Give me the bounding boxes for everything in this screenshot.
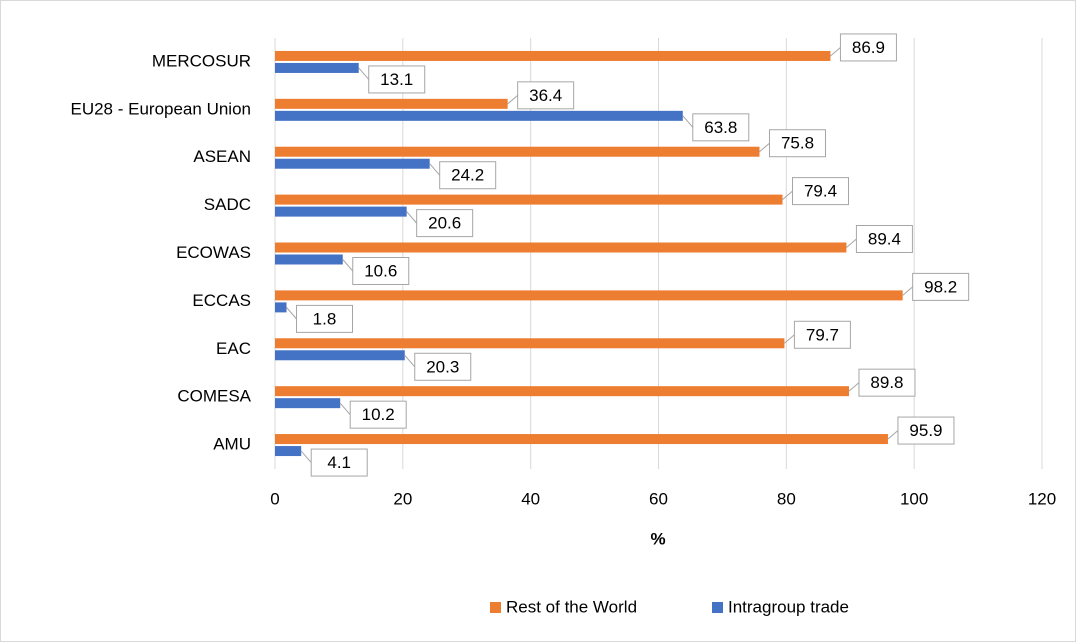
data-label: 13.1 (380, 70, 413, 89)
bar (275, 242, 847, 253)
leader-line (846, 238, 857, 248)
bar (275, 146, 760, 157)
data-label-box (855, 225, 913, 253)
data-label: 86.9 (852, 38, 885, 57)
leader-line (342, 259, 354, 272)
data-label: 89.8 (870, 373, 903, 392)
legend-label: Rest of the World (506, 597, 637, 616)
y-tick-label: SADC (204, 195, 251, 214)
data-label-box (416, 209, 474, 238)
y-tick-label: ECOWAS (176, 243, 251, 262)
bar (275, 98, 508, 109)
x-tick-label: 100 (900, 489, 928, 508)
data-label: 10.2 (362, 405, 395, 424)
bar (275, 62, 359, 73)
data-label: 20.6 (428, 214, 461, 233)
leader-line (429, 163, 441, 176)
data-label: 75.8 (781, 134, 814, 153)
data-label-box (912, 272, 970, 301)
x-tick-label: 120 (1028, 489, 1056, 508)
bar (275, 206, 407, 217)
data-label-box (793, 320, 851, 349)
bar (275, 386, 849, 397)
x-axis-title: % (650, 529, 665, 548)
y-tick-label: MERCOSUR (152, 51, 251, 70)
data-label: 36.4 (529, 86, 562, 105)
bar (275, 194, 783, 205)
bar (275, 158, 430, 169)
legend-swatch (490, 602, 501, 613)
data-label-box (352, 257, 410, 285)
leader-line (848, 382, 860, 392)
leader-line (406, 211, 418, 224)
legend-label: Intragroup trade (728, 597, 849, 616)
bar (275, 110, 683, 121)
legend-swatch (712, 602, 723, 613)
leader-line (300, 450, 312, 463)
data-label: 79.4 (804, 182, 837, 201)
bar (275, 290, 903, 301)
y-tick-label: ECCAS (192, 291, 251, 310)
data-label: 1.8 (313, 309, 337, 328)
x-tick-label: 80 (777, 489, 796, 508)
data-label: 95.9 (909, 421, 942, 440)
leader-line (404, 354, 416, 368)
leader-line (339, 402, 351, 415)
bar (275, 50, 831, 61)
leader-line (759, 142, 770, 153)
data-label: 24.2 (451, 166, 484, 185)
data-label: 89.4 (868, 229, 901, 248)
leader-line (358, 67, 370, 80)
data-label-box (439, 161, 497, 190)
leader-line (902, 286, 913, 296)
y-tick-label: COMESA (177, 387, 251, 406)
x-tick-label: 20 (393, 489, 412, 508)
data-label-box (858, 368, 916, 397)
y-tick-label: ASEAN (193, 147, 251, 166)
bar (275, 254, 343, 265)
bar (275, 350, 405, 361)
leader-line (286, 307, 297, 320)
data-label-box (296, 304, 354, 333)
bar (275, 434, 888, 445)
y-tick-label: AMU (213, 435, 251, 454)
data-label-box (368, 65, 426, 94)
bar (275, 302, 287, 313)
bar (275, 446, 302, 457)
data-label-box (839, 33, 897, 62)
data-label-box (310, 448, 368, 477)
data-label-box (692, 113, 750, 142)
bar (275, 338, 785, 349)
leader-line (782, 190, 793, 200)
leader-line (507, 94, 518, 105)
data-label: 63.8 (704, 118, 737, 137)
data-label: 4.1 (327, 453, 351, 472)
data-label: 10.6 (364, 261, 397, 280)
leader-line (682, 115, 694, 128)
data-label-box (791, 177, 849, 206)
data-label-box (768, 129, 826, 158)
data-label-box (517, 81, 575, 110)
x-tick-label: 60 (649, 489, 668, 508)
data-label-box (414, 352, 472, 381)
x-tick-label: 40 (521, 489, 540, 508)
data-label: 79.7 (806, 325, 839, 344)
y-tick-label: EU28 - European Union (70, 99, 251, 118)
y-tick-label: EAC (216, 339, 251, 358)
leader-line (830, 47, 841, 57)
bar (275, 398, 341, 409)
x-tick-label: 0 (270, 489, 279, 508)
leader-line (784, 334, 795, 344)
data-label-box (349, 400, 407, 429)
data-label-box (897, 416, 955, 445)
data-label: 20.3 (426, 357, 459, 376)
data-label: 98.2 (924, 277, 957, 296)
leader-line (887, 430, 899, 440)
